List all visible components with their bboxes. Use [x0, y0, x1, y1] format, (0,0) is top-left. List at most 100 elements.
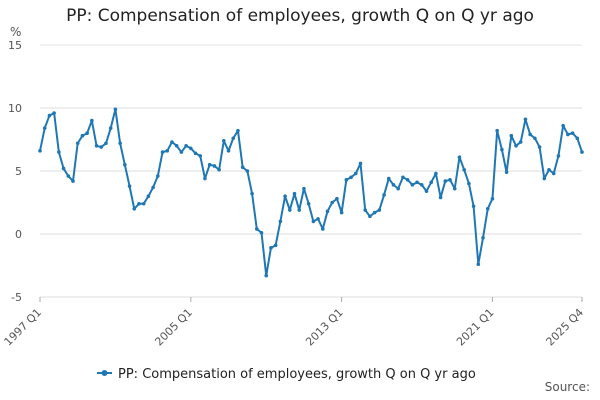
data-point: [283, 194, 287, 198]
y-tick-label: 5: [15, 165, 22, 178]
data-point: [419, 183, 424, 187]
data-point: [47, 113, 52, 118]
data-point: [269, 246, 273, 250]
data-point: [108, 126, 113, 130]
data-point: [556, 154, 561, 158]
x-tick-label: 2013 Q1: [303, 306, 346, 349]
data-point: [203, 176, 207, 181]
legend: PP: Compensation of employees, growth Q …: [97, 367, 476, 382]
y-axis-unit: %: [10, 25, 21, 39]
data-point: [500, 147, 504, 152]
data-point: [292, 191, 297, 196]
chart-title: PP: Compensation of employees, growth Q …: [66, 6, 534, 26]
data-point: [415, 180, 419, 185]
data-point: [485, 207, 490, 211]
data-point: [316, 217, 320, 221]
data-point: [236, 128, 240, 133]
data-point: [94, 144, 99, 148]
data-point: [245, 169, 250, 173]
data-point: [174, 144, 179, 148]
data-point: [273, 243, 278, 248]
data-point: [320, 227, 325, 231]
data-point: [66, 174, 71, 178]
data-point: [462, 167, 466, 172]
data-point: [566, 132, 570, 137]
data-point: [325, 209, 330, 214]
data-point: [259, 230, 264, 235]
data-point: [401, 175, 405, 180]
data-point: [344, 178, 349, 182]
x-tick-labels: 1997 Q1 2005 Q1 2013 Q1 2021 Q1 2025 Q4: [2, 297, 587, 349]
data-point: [156, 174, 160, 178]
source-label: Source:: [544, 380, 590, 394]
data-point: [438, 195, 443, 200]
data-point: [443, 179, 448, 183]
x-tick-label: 2005 Q1: [152, 306, 195, 349]
data-point: [160, 150, 165, 154]
data-point: [184, 144, 188, 148]
data-point: [99, 145, 104, 149]
data-point: [38, 149, 42, 153]
data-point: [212, 164, 217, 168]
data-point: [481, 235, 485, 240]
data-point: [410, 183, 415, 187]
x-tick-label: 1997 Q1: [2, 306, 45, 349]
data-point: [198, 154, 203, 158]
data-point: [580, 150, 584, 154]
data-point: [372, 210, 377, 215]
data-point: [207, 162, 212, 167]
y-tick-label: 0: [15, 228, 22, 241]
data-point: [358, 161, 363, 166]
data-point: [533, 136, 537, 141]
data-point: [386, 176, 391, 181]
gridlines: [39, 44, 582, 302]
data-point: [297, 208, 302, 212]
data-point: [306, 201, 311, 206]
y-tick-label: -5: [11, 291, 22, 304]
data-point: [113, 107, 118, 112]
x-tick-label: 2025 Q4: [544, 306, 587, 349]
data-point: [118, 141, 122, 146]
data-point: [542, 176, 547, 181]
data-point: [71, 179, 75, 183]
data-point: [75, 141, 80, 146]
y-tick-label: 10: [8, 102, 22, 115]
data-point: [302, 186, 306, 191]
data-point: [514, 144, 518, 148]
data-point: [226, 149, 231, 153]
x-tick-label: 2021 Q1: [454, 306, 497, 349]
data-point: [339, 210, 344, 215]
series: [38, 107, 584, 278]
data-point: [471, 204, 476, 209]
data-point: [330, 200, 335, 205]
data-point: [575, 136, 580, 141]
data-point: [523, 117, 528, 122]
data-point: [551, 171, 556, 176]
data-point: [189, 146, 193, 151]
data-point: [165, 149, 170, 153]
data-point: [193, 151, 198, 156]
data-point: [570, 131, 575, 135]
data-point: [382, 193, 386, 197]
data-point: [146, 194, 151, 198]
legend-label: PP: Compensation of employees, growth Q …: [118, 367, 476, 382]
data-point: [396, 186, 400, 191]
data-point: [509, 133, 514, 138]
data-point: [57, 150, 61, 154]
data-point: [495, 128, 499, 133]
y-tick-label: 15: [8, 39, 22, 52]
data-point: [561, 123, 565, 128]
y-tick-labels: -5 0 5 10 15: [8, 39, 22, 304]
data-point: [42, 126, 47, 130]
data-point: [217, 167, 221, 172]
data-point: [179, 150, 184, 154]
data-point: [429, 180, 433, 185]
data-point: [287, 208, 292, 212]
data-point: [476, 262, 481, 267]
data-point: [264, 273, 269, 278]
data-point: [151, 185, 155, 190]
data-point: [104, 141, 108, 146]
data-point: [137, 201, 141, 206]
data-point: [349, 175, 353, 180]
